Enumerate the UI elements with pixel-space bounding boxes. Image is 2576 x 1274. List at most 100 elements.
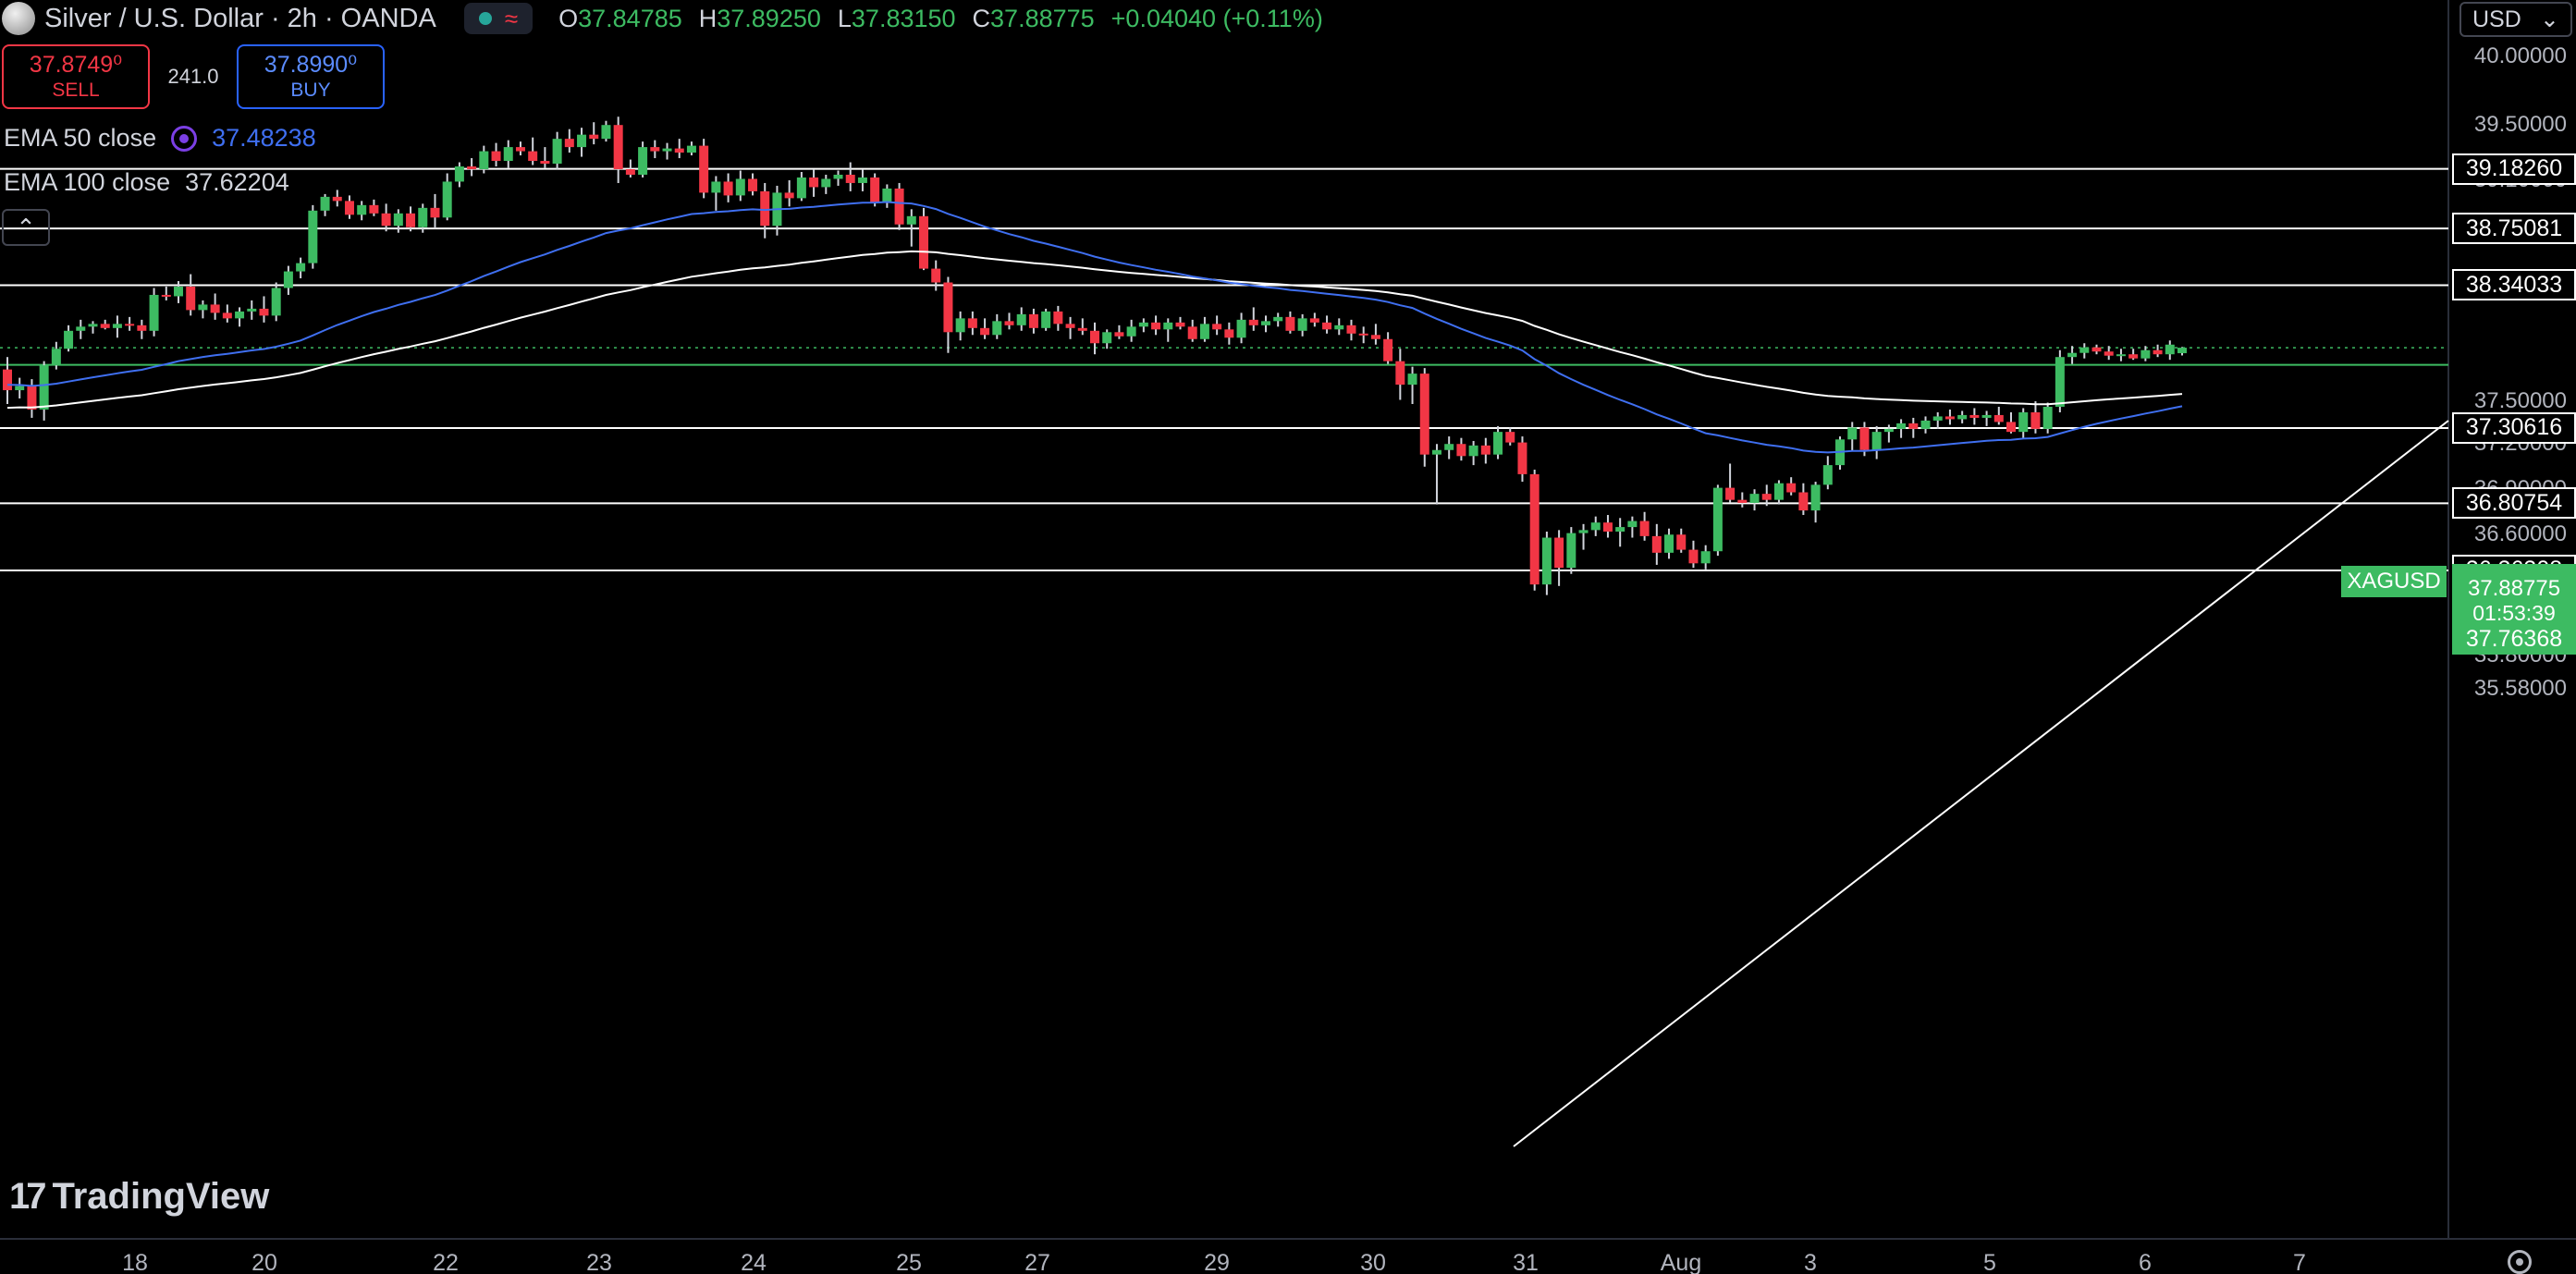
- time-tick-label: 23: [586, 1250, 612, 1274]
- candle-body: [540, 161, 550, 165]
- candle-body: [1493, 432, 1503, 455]
- level-price-label: 36.80754: [2452, 487, 2576, 520]
- candle-body: [1505, 432, 1515, 443]
- currency-select[interactable]: USD ⌄: [2459, 2, 2572, 37]
- candle-body: [845, 174, 855, 183]
- candle-body: [296, 263, 306, 272]
- settings-icon[interactable]: [2508, 1250, 2532, 1274]
- time-tick-label: 5: [1983, 1250, 1996, 1274]
- candle-body: [1212, 324, 1222, 330]
- sell-label: SELL: [52, 80, 100, 102]
- time-tick-label: Aug: [1660, 1250, 1702, 1274]
- candle-body: [51, 349, 61, 366]
- candle-body: [1114, 332, 1124, 337]
- candle-body: [1871, 432, 1882, 450]
- candle-body: [173, 286, 183, 297]
- candle-body: [601, 125, 611, 140]
- candle-body: [320, 196, 330, 211]
- candle-body: [2042, 406, 2053, 429]
- candle-body: [1004, 321, 1014, 325]
- candle-body: [2018, 411, 2029, 433]
- candle-body: [1737, 499, 1748, 503]
- candle-body: [1065, 324, 1075, 328]
- candle-body: [723, 181, 733, 196]
- candle-body: [125, 324, 135, 326]
- candle-body: [88, 324, 98, 327]
- candle-body: [186, 286, 196, 311]
- ema100-legend[interactable]: EMA 100 close 37.62204: [4, 168, 289, 197]
- candle-body: [1529, 473, 1539, 585]
- candle-body: [1028, 313, 1038, 328]
- buy-button[interactable]: 37.8990⁰ BUY: [237, 44, 385, 109]
- candle-body: [27, 386, 37, 410]
- candle-body: [931, 268, 941, 283]
- ema100-value: 37.62204: [185, 168, 289, 196]
- candle-body: [112, 324, 122, 328]
- trendline: [1513, 420, 2449, 1147]
- candle-body: [1346, 325, 1356, 334]
- candle-body: [980, 327, 990, 336]
- candle-body: [1395, 361, 1405, 386]
- candle-body: [1053, 311, 1063, 325]
- candle-body: [15, 386, 25, 391]
- candle-body: [1859, 427, 1870, 450]
- candle-body: [1456, 444, 1466, 457]
- candle-body: [1358, 333, 1368, 336]
- candle-body: [161, 294, 171, 297]
- sync-icon[interactable]: [171, 125, 198, 152]
- candle-body: [1590, 522, 1601, 531]
- market-status[interactable]: ≈: [463, 3, 534, 34]
- volatility-icon: ≈: [504, 5, 519, 32]
- candle-body: [1431, 449, 1441, 455]
- candle-body: [528, 151, 538, 162]
- candle-body: [357, 204, 367, 215]
- current-price: 37.88775: [2467, 576, 2561, 602]
- candle-body: [271, 288, 281, 316]
- ohlc-values: O37.84785 H37.89250 L37.83150 C37.88775 …: [558, 4, 1323, 32]
- time-tick-label: 31: [1513, 1250, 1539, 1274]
- ema100-line: [6, 250, 2183, 410]
- price-tick-label: 36.60000: [2473, 521, 2567, 547]
- candle-body: [1993, 414, 2004, 423]
- candle-body: [247, 308, 257, 312]
- ema50-value: 37.48238: [212, 124, 316, 152]
- level-price-label: 37.30616: [2452, 411, 2576, 444]
- candle-body: [1957, 414, 1968, 420]
- candle-body: [1676, 534, 1687, 550]
- candle-body: [235, 311, 245, 319]
- candle-body: [332, 196, 342, 202]
- candle-body: [308, 210, 318, 263]
- tradingview-logo-icon: 17: [9, 1176, 46, 1217]
- candle-body: [1077, 327, 1087, 331]
- collapse-legend-button[interactable]: ⌃: [2, 209, 50, 246]
- candle-body: [1236, 319, 1246, 338]
- candle-body: [344, 201, 354, 215]
- candle-body: [1370, 335, 1380, 339]
- ema50-legend[interactable]: EMA 50 close 37.48238: [4, 124, 316, 153]
- candle-body: [760, 190, 770, 227]
- candle-body: [1480, 445, 1490, 455]
- candle-body: [1700, 551, 1711, 564]
- candle-body: [1334, 325, 1344, 330]
- candle-body: [430, 207, 440, 218]
- candle-body: [1712, 487, 1723, 552]
- symbol-title[interactable]: Silver / U.S. Dollar · 2h · OANDA: [44, 3, 436, 33]
- candle-body: [857, 177, 867, 183]
- time-tick-label: 24: [741, 1250, 767, 1274]
- sell-button[interactable]: 37.8749⁰ SELL: [2, 44, 150, 109]
- candle-body: [1566, 533, 1576, 569]
- candle-body: [1883, 428, 1894, 433]
- candle-body: [454, 166, 464, 182]
- candle-body: [2067, 352, 2078, 358]
- candle-body: [625, 169, 635, 175]
- candle-body: [1273, 316, 1283, 322]
- tradingview-logo[interactable]: 17 TradingView: [9, 1176, 269, 1218]
- candle-body: [919, 215, 929, 269]
- candle-body: [1920, 420, 1931, 429]
- candle-body: [64, 330, 74, 349]
- trade-panel: 37.8749⁰ SELL 241.0 37.8990⁰ BUY: [2, 44, 385, 109]
- time-tick-label: 30: [1360, 1250, 1386, 1274]
- candle-body: [149, 294, 159, 331]
- candle-body: [992, 321, 1002, 336]
